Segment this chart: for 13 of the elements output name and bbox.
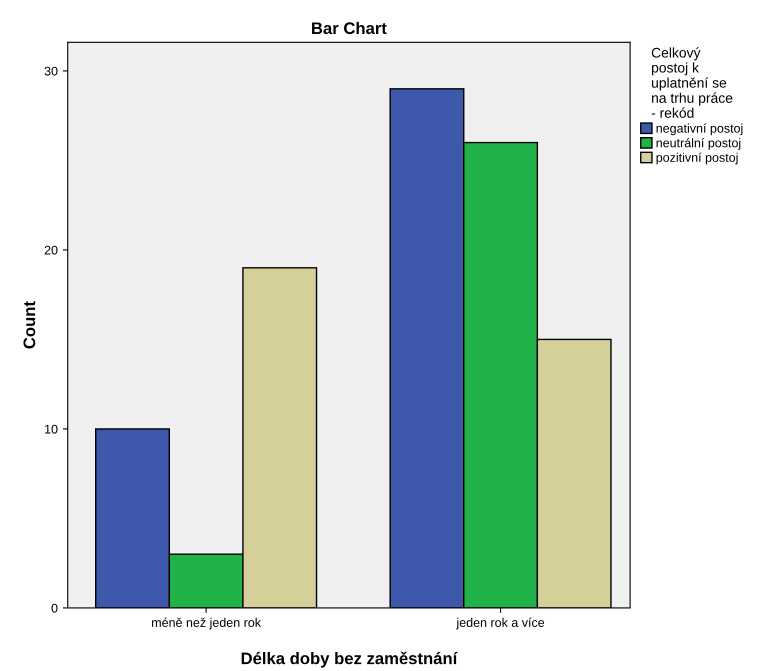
y-tick-label: 10 <box>45 424 58 434</box>
y-tick-label: 20 <box>44 246 58 255</box>
x-tick-label: jeden rok a více <box>456 618 544 630</box>
y-tick-label: 30 <box>44 66 58 76</box>
legend-title: Celkový postoj k uplatnění se na trhu práce - rekód <box>652 47 732 118</box>
legend-label: negativní postoj <box>656 123 742 136</box>
chart-title: Bar Chart <box>312 22 387 34</box>
y-axis-title: Count <box>23 301 36 348</box>
legend-label: pozitivní postoj <box>656 152 738 164</box>
y-tick-label: 0 <box>52 604 58 613</box>
x-axis-title: Délka doby bez zaměstnání <box>242 652 458 668</box>
x-tick-label: méně než jeden rok <box>152 618 262 630</box>
legend-label: neutrální postoj <box>656 138 740 150</box>
